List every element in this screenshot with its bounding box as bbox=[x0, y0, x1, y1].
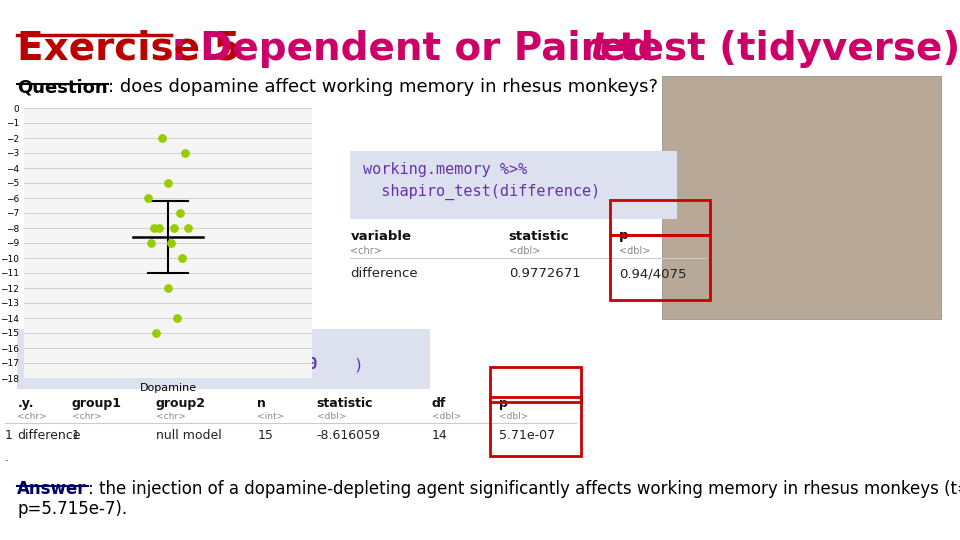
Text: Exercise 5: Exercise 5 bbox=[17, 30, 241, 68]
Text: <dbl>: <dbl> bbox=[509, 246, 540, 256]
Text: null model: null model bbox=[156, 429, 221, 442]
Text: <dbl>: <dbl> bbox=[499, 412, 529, 421]
Point bbox=[149, 329, 164, 338]
Text: <dbl>: <dbl> bbox=[432, 412, 462, 421]
Point bbox=[152, 224, 167, 232]
Point bbox=[146, 224, 161, 232]
Point bbox=[169, 314, 184, 322]
FancyBboxPatch shape bbox=[662, 76, 941, 319]
Text: shapiro_test(difference): shapiro_test(difference) bbox=[363, 184, 600, 200]
Point bbox=[172, 208, 187, 217]
Text: <chr>: <chr> bbox=[156, 412, 185, 421]
Text: : the injection of a dopamine-depleting agent significantly affects working memo: : the injection of a dopamine-depleting … bbox=[88, 480, 960, 497]
Text: p: p bbox=[619, 230, 629, 242]
Text: <int>: <int> bbox=[257, 412, 284, 421]
Text: df: df bbox=[432, 397, 446, 410]
Point bbox=[175, 254, 190, 262]
Text: <dbl>: <dbl> bbox=[317, 412, 347, 421]
Text: p=5.715e-7).: p=5.715e-7). bbox=[17, 500, 128, 517]
Text: -test (tidyverse): -test (tidyverse) bbox=[603, 30, 960, 68]
Text: difference: difference bbox=[17, 429, 81, 442]
Text: Question: Question bbox=[17, 78, 108, 96]
Text: : does dopamine affect working memory in rhesus monkeys?: : does dopamine affect working memory in… bbox=[108, 78, 658, 96]
Text: .y.: .y. bbox=[17, 397, 34, 410]
Text: 5.71e-07: 5.71e-07 bbox=[499, 429, 555, 442]
Point bbox=[166, 224, 181, 232]
Text: <dbl>: <dbl> bbox=[619, 246, 651, 256]
Text: -8.616059: -8.616059 bbox=[317, 429, 381, 442]
Text: statistic: statistic bbox=[317, 397, 373, 410]
Text: <chr>: <chr> bbox=[72, 412, 102, 421]
Point bbox=[155, 134, 170, 143]
Text: statistic: statistic bbox=[509, 230, 569, 242]
Point bbox=[140, 194, 156, 202]
Text: t: t bbox=[589, 30, 608, 68]
Point bbox=[163, 239, 179, 247]
Text: difference: difference bbox=[350, 267, 418, 280]
Text: ): ) bbox=[353, 357, 363, 373]
Text: t_test(: t_test( bbox=[29, 357, 115, 374]
Text: .: . bbox=[5, 451, 9, 464]
Text: group2: group2 bbox=[156, 397, 205, 410]
Text: 1: 1 bbox=[72, 429, 80, 442]
FancyBboxPatch shape bbox=[350, 151, 677, 219]
Text: : Dependent or Paired: : Dependent or Paired bbox=[171, 30, 667, 68]
Text: p: p bbox=[499, 397, 508, 410]
Text: working.memory %>%: working.memory %>% bbox=[363, 162, 527, 177]
Text: group1: group1 bbox=[72, 397, 122, 410]
Text: 0.9772671: 0.9772671 bbox=[509, 267, 581, 280]
Text: 15: 15 bbox=[257, 429, 274, 442]
FancyBboxPatch shape bbox=[17, 329, 430, 389]
Text: Answer: Answer bbox=[17, 480, 86, 497]
Text: 14: 14 bbox=[432, 429, 447, 442]
Text: variable: variable bbox=[350, 230, 412, 242]
Text: 1: 1 bbox=[5, 429, 12, 442]
Point bbox=[143, 239, 158, 247]
Point bbox=[160, 179, 176, 187]
Point bbox=[180, 224, 196, 232]
Text: 0.94/4075: 0.94/4075 bbox=[619, 267, 686, 280]
Text: difference ~ 1, mu=0: difference ~ 1, mu=0 bbox=[125, 357, 318, 373]
Point bbox=[160, 284, 176, 292]
Text: n: n bbox=[257, 397, 266, 410]
Text: working.memory %>%: working.memory %>% bbox=[29, 338, 202, 353]
Text: <chr>: <chr> bbox=[350, 246, 382, 256]
Point bbox=[178, 148, 193, 157]
Text: <chr>: <chr> bbox=[17, 412, 47, 421]
